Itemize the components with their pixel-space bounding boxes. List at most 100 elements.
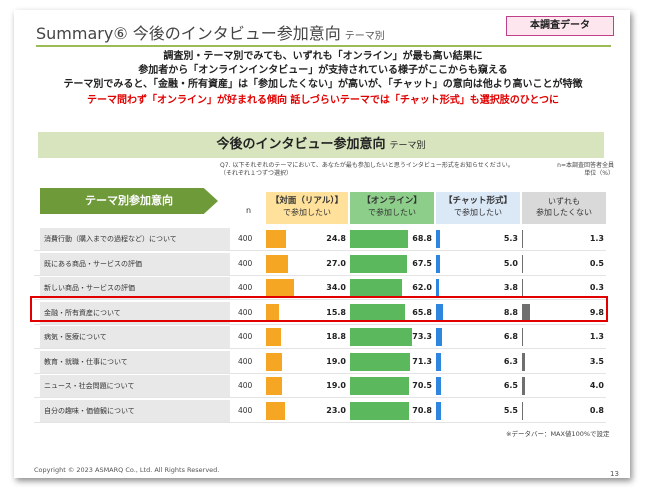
- value-cell: 8.8: [436, 303, 520, 322]
- table-row: 既にある商品・サービスの評価 400 27.0 67.5 5.0 0.5: [34, 252, 606, 276]
- data-bar: [266, 377, 282, 395]
- value-label: 0.8: [589, 405, 604, 415]
- column-header-face-to-face: 【対面（リアル）】 で参加したい: [266, 192, 348, 224]
- value-label: 8.8: [503, 307, 518, 317]
- page-subtitle: テーマ別: [344, 31, 385, 42]
- question-note: Q7. 以下それぞれのテーマにおいて、あなたが最も参加したいと思うインタビュー形…: [220, 162, 514, 177]
- data-bar: [266, 254, 289, 273]
- value-label: 67.5: [412, 258, 432, 268]
- data-bar: [350, 377, 410, 395]
- value-label: 3.8: [503, 283, 518, 292]
- value-cell: 1.3: [522, 230, 606, 248]
- data-bar: [436, 377, 442, 395]
- value-label: 6.5: [503, 381, 518, 390]
- value-cell: 34.0: [266, 279, 348, 297]
- data-bar: [436, 328, 442, 346]
- value-cell: 6.8: [436, 328, 520, 346]
- value-cell: 0.3: [522, 279, 606, 297]
- column-header-chat: 【チャット形式】 で参加したい: [436, 192, 520, 224]
- page-number: 13: [610, 470, 619, 478]
- value-cell: 71.3: [350, 352, 434, 371]
- value-cell: 0.8: [522, 401, 606, 420]
- row-n: 400: [238, 356, 253, 366]
- summary-highlight: テーマ問わず「オンライン」が好まれる傾向 話しづらいテーマでは「チャット形式」も…: [86, 95, 560, 106]
- table-row: 消費行動（購入までの過程など）について 400 24.8 68.8 5.3 1.3: [34, 228, 606, 251]
- table-header-label: テーマ別参加意向: [40, 188, 218, 214]
- section-title: 今後のインタビュー参加意向: [216, 137, 386, 152]
- value-label: 65.8: [412, 307, 432, 317]
- value-cell: 5.5: [436, 401, 520, 420]
- value-cell: 73.3: [350, 328, 434, 346]
- row-n: 400: [238, 258, 253, 268]
- data-bar: [350, 328, 412, 346]
- data-bar: [522, 230, 524, 248]
- column-header-sub: 参加したくない: [536, 208, 592, 217]
- value-label: 23.0: [326, 405, 346, 415]
- column-header-online: 【オンライン】 で参加したい: [350, 192, 434, 224]
- value-label: 70.8: [412, 405, 432, 415]
- data-bar: [522, 328, 524, 346]
- value-cell: 70.5: [350, 377, 434, 395]
- section-subtitle: テーマ別: [389, 141, 426, 151]
- value-cell: 5.3: [436, 230, 520, 248]
- data-bar: [436, 230, 441, 248]
- value-label: 9.8: [589, 307, 604, 317]
- value-label: 6.3: [503, 356, 518, 366]
- row-n: 400: [238, 283, 253, 292]
- value-cell: 15.8: [266, 303, 348, 322]
- value-label: 5.3: [503, 234, 518, 243]
- row-label: 病気・医療について: [40, 326, 230, 348]
- value-cell: 4.0: [522, 377, 606, 395]
- value-cell: 6.3: [436, 352, 520, 371]
- row-label: 新しい商品・サービスの評価: [40, 277, 230, 299]
- slide: Summary⑥ 今後のインタビュー参加意向 テーマ別 本調査データ 調査別・テー…: [14, 10, 630, 478]
- data-bar: [266, 230, 287, 248]
- row-n: 400: [238, 234, 253, 243]
- table-row: 金融・所有資産について 400 15.8 65.8 8.8 9.8: [34, 301, 606, 325]
- value-cell: 62.0: [350, 279, 434, 297]
- value-cell: 18.8: [266, 328, 348, 346]
- data-bar: [266, 328, 282, 346]
- column-header-none: いずれも 参加したくない: [522, 192, 606, 224]
- value-label: 27.0: [326, 258, 346, 268]
- data-bar: [350, 230, 408, 248]
- row-n: 400: [238, 381, 253, 390]
- row-label: 消費行動（購入までの過程など）について: [40, 228, 230, 250]
- copyright: Copyright © 2023 ASMARQ Co., Ltd. All Ri…: [34, 466, 220, 474]
- databar-note: ※データバー：MAX値100%で設定: [506, 430, 610, 438]
- value-cell: 0.5: [522, 254, 606, 273]
- column-header-title: 【オンライン】: [362, 196, 422, 206]
- value-label: 34.0: [326, 283, 346, 292]
- summary-line: 参加者から「オンラインインタビュー」が支持されている様子がここからも窺える: [138, 65, 508, 76]
- column-header-title: 【対面（リアル）】: [270, 196, 344, 206]
- data-bar: [522, 303, 531, 322]
- column-header-title: 【チャット形式】: [444, 196, 512, 206]
- data-bar: [522, 352, 525, 371]
- data-badge: 本調査データ: [506, 16, 614, 36]
- value-cell: 19.0: [266, 377, 348, 395]
- data-bar: [522, 401, 523, 420]
- value-cell: 70.8: [350, 401, 434, 420]
- table-row: ニュース・社会問題について 400 19.0 70.5 6.5 4.0: [34, 375, 606, 398]
- value-label: 71.3: [412, 356, 432, 366]
- data-bar: [522, 377, 526, 395]
- value-cell: 6.5: [436, 377, 520, 395]
- column-header-sub: で参加したい: [454, 208, 502, 217]
- base-note: n=本調査回答者全員 単位（%）: [557, 162, 614, 177]
- column-header-sub: で参加したい: [283, 208, 331, 217]
- data-bar: [350, 401, 410, 420]
- highlight-box-finance-row: [30, 296, 608, 322]
- value-cell: 67.5: [350, 254, 434, 273]
- value-label: 19.0: [326, 381, 346, 390]
- value-cell: 5.0: [436, 254, 520, 273]
- summary-block: 調査別・テーマ別でみても、いずれも「オンライン」が最も高い結果に 参加者から「オ…: [40, 50, 606, 108]
- row-n: 400: [238, 307, 253, 317]
- summary-line: テーマ別でみると、「金融・所有資産」は「参加したくない」が高いが、「チャット」の…: [63, 79, 583, 90]
- value-cell: 19.0: [266, 352, 348, 371]
- table-row: 病気・医療について 400 18.8 73.3 6.8 1.3: [34, 326, 606, 349]
- column-header-title: いずれも: [548, 197, 580, 206]
- row-n: 400: [238, 332, 253, 341]
- title-divider: [36, 45, 611, 47]
- data-bar: [350, 352, 410, 371]
- row-label: 金融・所有資産について: [40, 301, 230, 324]
